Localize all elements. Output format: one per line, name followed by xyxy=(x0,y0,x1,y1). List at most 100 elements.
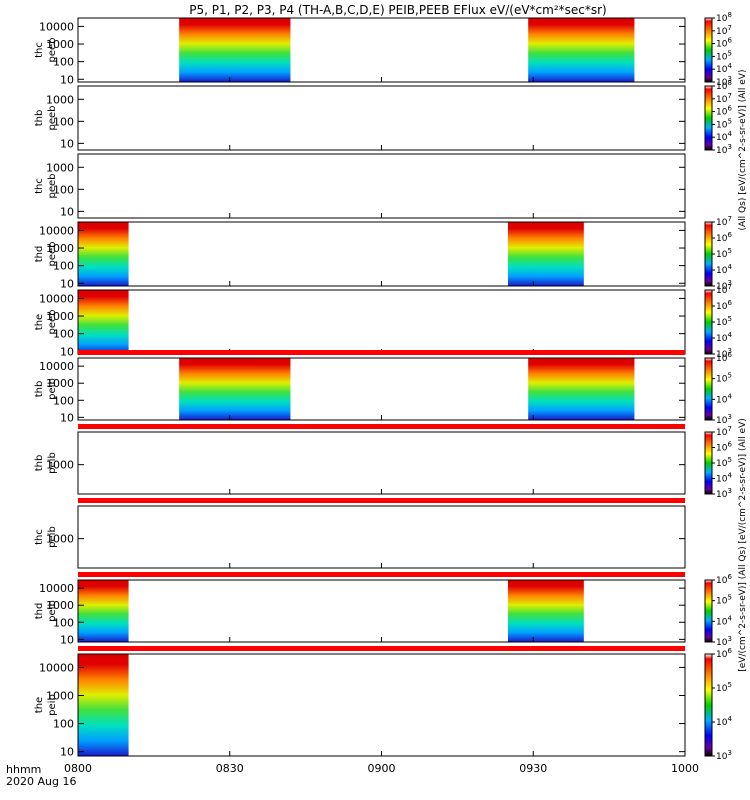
spectrogram-block-9-2 xyxy=(507,580,584,642)
panel-species-label-5: peeb xyxy=(47,310,58,335)
panel-probe-label-4: thd xyxy=(34,246,45,263)
colorbar-label-4-4: 104 xyxy=(716,263,732,276)
colorbar-label-1-3: 103 xyxy=(716,75,732,88)
colorbar-label-10-5: 105 xyxy=(716,681,732,694)
ytick-label-4-4: 10000 xyxy=(39,224,74,237)
ytick-label-5-4: 10000 xyxy=(39,292,74,305)
colorbar-label-1-7: 107 xyxy=(716,24,732,37)
colorbar-label-6-4: 104 xyxy=(716,392,732,405)
ytick-label-8-1: 1000 xyxy=(46,533,74,546)
ytick-label-7-1: 1000 xyxy=(46,459,74,472)
panel-6: 10 100 1000 10000 thb peib 103 104 105 106 xyxy=(34,350,732,426)
panel-frame-10 xyxy=(77,653,686,757)
colorbar-label-2-8: 108 xyxy=(716,79,732,92)
colorbar-label-1-6: 106 xyxy=(716,37,732,50)
colorbar-label-5-5: 105 xyxy=(716,315,732,328)
spectrogram-block-5-1 xyxy=(78,290,129,354)
colorbar-label-1-5: 105 xyxy=(716,49,732,62)
ytick-label-6-2: 100 xyxy=(53,394,74,407)
spectrogram-block-10-1 xyxy=(78,654,129,756)
colorbar-label-10-6: 106 xyxy=(716,647,732,660)
colorbar-6 xyxy=(704,357,713,421)
panel-frame-5 xyxy=(77,289,686,355)
colorbar-label-4-5: 105 xyxy=(716,247,732,260)
panel-probe-label-10: the xyxy=(34,697,45,713)
panel-probe-label-1: thc xyxy=(34,42,45,58)
panel-species-label-2: peeb xyxy=(47,106,58,131)
colorbar-9 xyxy=(704,579,713,643)
panel-probe-label-7: thb xyxy=(34,455,45,472)
ytick-label-2-3: 1000 xyxy=(46,93,74,106)
panel-10: 10 100 1000 10000 the peib 103 104 105 106 xyxy=(34,646,732,762)
spectrogram-block-4-2 xyxy=(507,222,584,286)
colorbar-label-7-5: 105 xyxy=(716,456,732,469)
ytick-label-6-1: 10 xyxy=(60,411,74,424)
colorbar-label-6-6: 106 xyxy=(716,351,732,364)
mode-bar-10-1 xyxy=(78,646,685,651)
panel-9: 10 100 1000 10000 thd peib 103 104 105 106 xyxy=(34,572,732,648)
colorbar-label-7-7: 107 xyxy=(716,425,732,438)
panel-probe-label-3: thc xyxy=(34,178,45,194)
panel-4: 10 100 1000 10000 thd peeb 103 104 105 106 107 xyxy=(34,215,732,292)
xtick-label-2: 0830 xyxy=(216,762,244,775)
spectrogram-block-6-1 xyxy=(179,358,291,420)
x-axis-label-line2: 2020 Aug 16 xyxy=(6,775,76,788)
ytick-label-6-3: 1000 xyxy=(46,377,74,390)
colorbar-label-4-6: 106 xyxy=(716,231,732,244)
mode-bar-8-1 xyxy=(78,498,685,503)
panel-species-label-10: peib xyxy=(47,694,58,716)
ytick-label-3-3: 1000 xyxy=(46,161,74,174)
colorbar-label-2-4: 104 xyxy=(716,130,732,143)
mode-bar-7-1 xyxy=(78,424,685,429)
colorbar-label-2-3: 103 xyxy=(716,143,732,156)
spectrogram-block-6-2 xyxy=(528,358,635,420)
ytick-label-3-1: 10 xyxy=(60,205,74,218)
colorbar-label-9-4: 104 xyxy=(716,614,732,627)
chart-title: P5, P1, P2, P3, P4 (TH-A,B,C,D,E) PEIB,P… xyxy=(189,3,606,17)
ytick-label-9-3: 1000 xyxy=(46,599,74,612)
panel-frame-8 xyxy=(77,505,686,569)
colorbar-label-2-6: 106 xyxy=(716,105,732,118)
panel-species-label-8: peib xyxy=(47,526,58,548)
colorbar-4 xyxy=(704,221,713,287)
ytick-label-9-2: 100 xyxy=(53,616,74,629)
panel-species-label-4: peeb xyxy=(47,242,58,267)
ytick-label-6-4: 10000 xyxy=(39,360,74,373)
colorbar-label-2-5: 105 xyxy=(716,117,732,130)
colorbar-label-7-3: 103 xyxy=(716,487,732,500)
xtick-label-3: 0900 xyxy=(368,762,396,775)
ytick-label-9-1: 10 xyxy=(60,633,74,646)
ytick-label-2-1: 10 xyxy=(60,137,74,150)
spectrogram-block-4-1 xyxy=(78,222,129,286)
panel-species-label-9: peib xyxy=(47,600,58,622)
colorbar-2 xyxy=(704,85,713,151)
ytick-label-3-2: 100 xyxy=(53,183,74,196)
colorbar-label-10-3: 103 xyxy=(716,749,732,762)
xtick-label-1: 0800 xyxy=(64,762,92,775)
panel-species-label-3: peeb xyxy=(47,174,58,199)
colorbar-label-7-6: 106 xyxy=(716,441,732,454)
ytick-label-1-2: 100 xyxy=(53,56,74,69)
ytick-label-5-3: 1000 xyxy=(46,310,74,323)
colorbar-label-5-4: 104 xyxy=(716,331,732,344)
ytick-label-5-1: 10 xyxy=(60,345,74,358)
panel-5: 10 100 1000 10000 the peeb 103 104 105 106 107 xyxy=(34,283,732,360)
ytick-label-4-2: 100 xyxy=(53,260,74,273)
ytick-label-1-3: 1000 xyxy=(46,38,74,51)
ytick-label-10-2: 100 xyxy=(53,718,74,731)
panel-probe-label-9: thd xyxy=(34,603,45,620)
ytick-label-10-3: 1000 xyxy=(46,689,74,702)
panel-frame-3 xyxy=(77,153,686,219)
colorbar-label-5-3: 103 xyxy=(716,347,732,360)
ytick-label-10-4: 10000 xyxy=(39,661,74,674)
panel-frame-7 xyxy=(77,431,686,495)
colorbar-label-9-5: 105 xyxy=(716,594,732,607)
colorbar-label-iesa: [eV/(cm^2-s-sr-eV)] (All Qs) [eV/(cm^2-s… xyxy=(738,418,748,672)
colorbar-1 xyxy=(704,17,713,83)
